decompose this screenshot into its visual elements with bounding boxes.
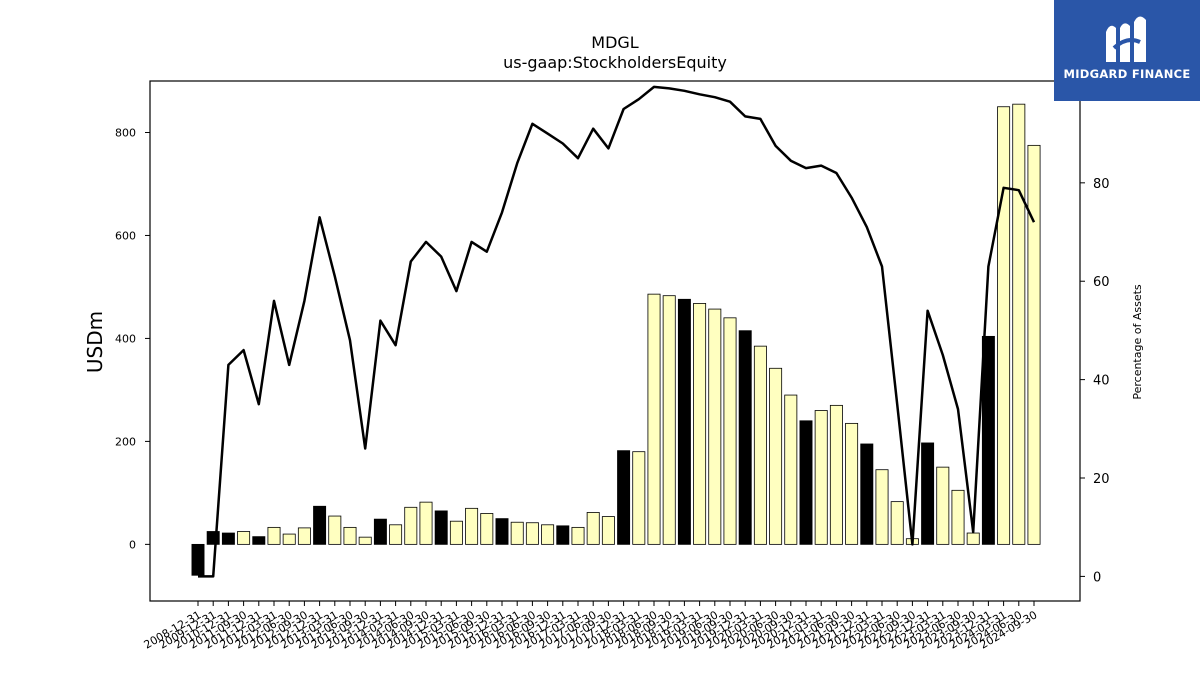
- bar: [419, 501, 433, 545]
- bar: [738, 330, 752, 545]
- bar: [313, 505, 327, 545]
- bar: [404, 506, 418, 545]
- bar: [191, 543, 205, 576]
- bar: [814, 410, 828, 545]
- bar: [221, 532, 235, 545]
- bar: [601, 516, 615, 545]
- y-tick-label: 200: [115, 435, 136, 448]
- bar: [449, 520, 463, 545]
- bar: [936, 466, 950, 545]
- y2-tick-label: 20: [1093, 472, 1110, 487]
- bar: [753, 345, 767, 545]
- bar: [465, 507, 479, 545]
- y2-tick-label: 0: [1093, 570, 1101, 585]
- logo-text: MIDGARD FINANCE: [1063, 67, 1191, 81]
- bar: [890, 501, 904, 545]
- bar: [723, 317, 737, 545]
- y2-tick-label: 80: [1093, 177, 1110, 192]
- bar: [1027, 144, 1041, 545]
- bar: [829, 404, 843, 545]
- bar: [617, 450, 631, 545]
- plot-frame: [149, 80, 1081, 602]
- bar: [343, 526, 357, 545]
- bar: [556, 525, 570, 545]
- bar: [541, 524, 555, 545]
- chart-subtitle: us-gaap:StockholdersEquity: [503, 53, 727, 72]
- y-tick-label: 800: [115, 126, 136, 139]
- axes-layer: [149, 80, 1081, 602]
- y-tick-label: 400: [115, 332, 136, 345]
- bar: [997, 106, 1011, 545]
- bar: [510, 521, 524, 545]
- bar: [1012, 103, 1026, 545]
- bar: [860, 443, 874, 545]
- chart-title: MDGL: [591, 33, 639, 52]
- bar: [708, 308, 722, 545]
- bar: [921, 442, 935, 545]
- bar: [799, 420, 813, 545]
- y2-axis-label: Percentage of Assets: [1131, 284, 1144, 400]
- bar: [389, 524, 403, 545]
- bar: [784, 394, 798, 545]
- y2-tick-label: 40: [1093, 374, 1110, 389]
- bar: [769, 367, 783, 545]
- bar: [282, 533, 296, 545]
- bar: [495, 518, 509, 545]
- midgard-logo-icon: [1106, 16, 1146, 63]
- bar: [632, 451, 646, 545]
- bar: [358, 536, 372, 545]
- bar: [951, 489, 965, 545]
- bars-layer: [191, 103, 1041, 576]
- bar: [662, 295, 676, 545]
- bar: [267, 526, 281, 545]
- bar: [845, 422, 859, 545]
- bar: [297, 527, 311, 545]
- bar: [252, 536, 266, 545]
- bar: [571, 526, 585, 545]
- ticks-layer: 02004006008000204060801002008-12-312009-…: [115, 78, 1118, 651]
- y-axis-label: USDm: [83, 311, 107, 373]
- bar: [434, 510, 448, 545]
- bar: [480, 513, 494, 545]
- bar: [373, 518, 387, 545]
- percentage-line: [198, 85, 1036, 578]
- bar: [647, 293, 661, 545]
- bar: [966, 532, 980, 545]
- bar: [677, 298, 691, 545]
- bar: [328, 515, 342, 545]
- bar: [693, 303, 707, 545]
- bar: [875, 469, 889, 545]
- y2-tick-label: 60: [1093, 275, 1110, 290]
- y-tick-label: 0: [129, 538, 136, 551]
- y-tick-label: 600: [115, 229, 136, 242]
- bar: [586, 512, 600, 545]
- midgard-finance-logo: MIDGARD FINANCE: [1054, 0, 1200, 101]
- line-layer: [198, 85, 1036, 578]
- bar: [525, 522, 539, 545]
- bar: [237, 531, 251, 545]
- bar: [981, 335, 995, 545]
